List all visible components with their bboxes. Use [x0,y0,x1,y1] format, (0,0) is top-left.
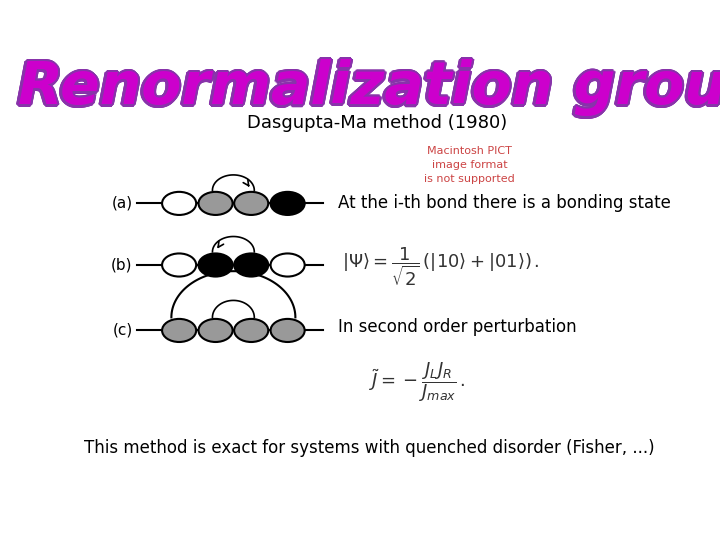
Ellipse shape [234,192,269,215]
Text: Renormalization group: Renormalization group [18,57,720,114]
Text: Renormalization group: Renormalization group [17,57,720,114]
Text: Dasgupta-Ma method (1980): Dasgupta-Ma method (1980) [247,114,507,132]
Text: (c): (c) [112,323,132,338]
Ellipse shape [162,319,196,342]
Ellipse shape [234,253,269,276]
Text: Renormalization group: Renormalization group [18,62,720,119]
Ellipse shape [162,253,196,276]
Text: Renormalization group: Renormalization group [20,60,720,117]
Text: (b): (b) [111,258,132,273]
Text: Macintosh PICT
image format
is not supported: Macintosh PICT image format is not suppo… [424,146,515,184]
Text: Renormalization group: Renormalization group [15,59,720,117]
Text: Renormalization group: Renormalization group [19,58,720,115]
Text: (a): (a) [112,196,132,211]
Text: In second order perturbation: In second order perturbation [338,318,577,335]
Text: Renormalization group: Renormalization group [17,57,720,114]
Text: At the i-th bond there is a bonding state: At the i-th bond there is a bonding stat… [338,194,671,212]
Ellipse shape [271,192,305,215]
Text: $\tilde{J} = -\dfrac{J_L J_R}{J_{max}}\,.$: $\tilde{J} = -\dfrac{J_L J_R}{J_{max}}\,… [369,360,466,404]
Ellipse shape [199,319,233,342]
Text: This method is exact for systems with quenched disorder (Fisher, ...): This method is exact for systems with qu… [84,439,654,457]
Text: Renormalization group: Renormalization group [15,59,720,116]
Text: Renormalization group: Renormalization group [20,59,720,116]
Ellipse shape [271,253,305,276]
Text: Renormalization group: Renormalization group [17,59,720,117]
Ellipse shape [271,319,305,342]
Text: Renormalization group: Renormalization group [16,58,720,115]
Text: $|\Psi\rangle = \dfrac{1}{\sqrt{2}}\,(|10\rangle + |01\rangle)\,.$: $|\Psi\rangle = \dfrac{1}{\sqrt{2}}\,(|1… [342,245,539,288]
Text: Renormalization group: Renormalization group [16,61,720,118]
Ellipse shape [199,253,233,276]
Ellipse shape [199,192,233,215]
Text: Renormalization group: Renormalization group [17,62,720,119]
Ellipse shape [234,319,269,342]
Text: Renormalization group: Renormalization group [15,60,720,117]
Ellipse shape [162,192,196,215]
Text: Renormalization group: Renormalization group [17,62,720,119]
Text: Renormalization group: Renormalization group [19,61,720,118]
Text: Renormalization group: Renormalization group [20,59,720,117]
